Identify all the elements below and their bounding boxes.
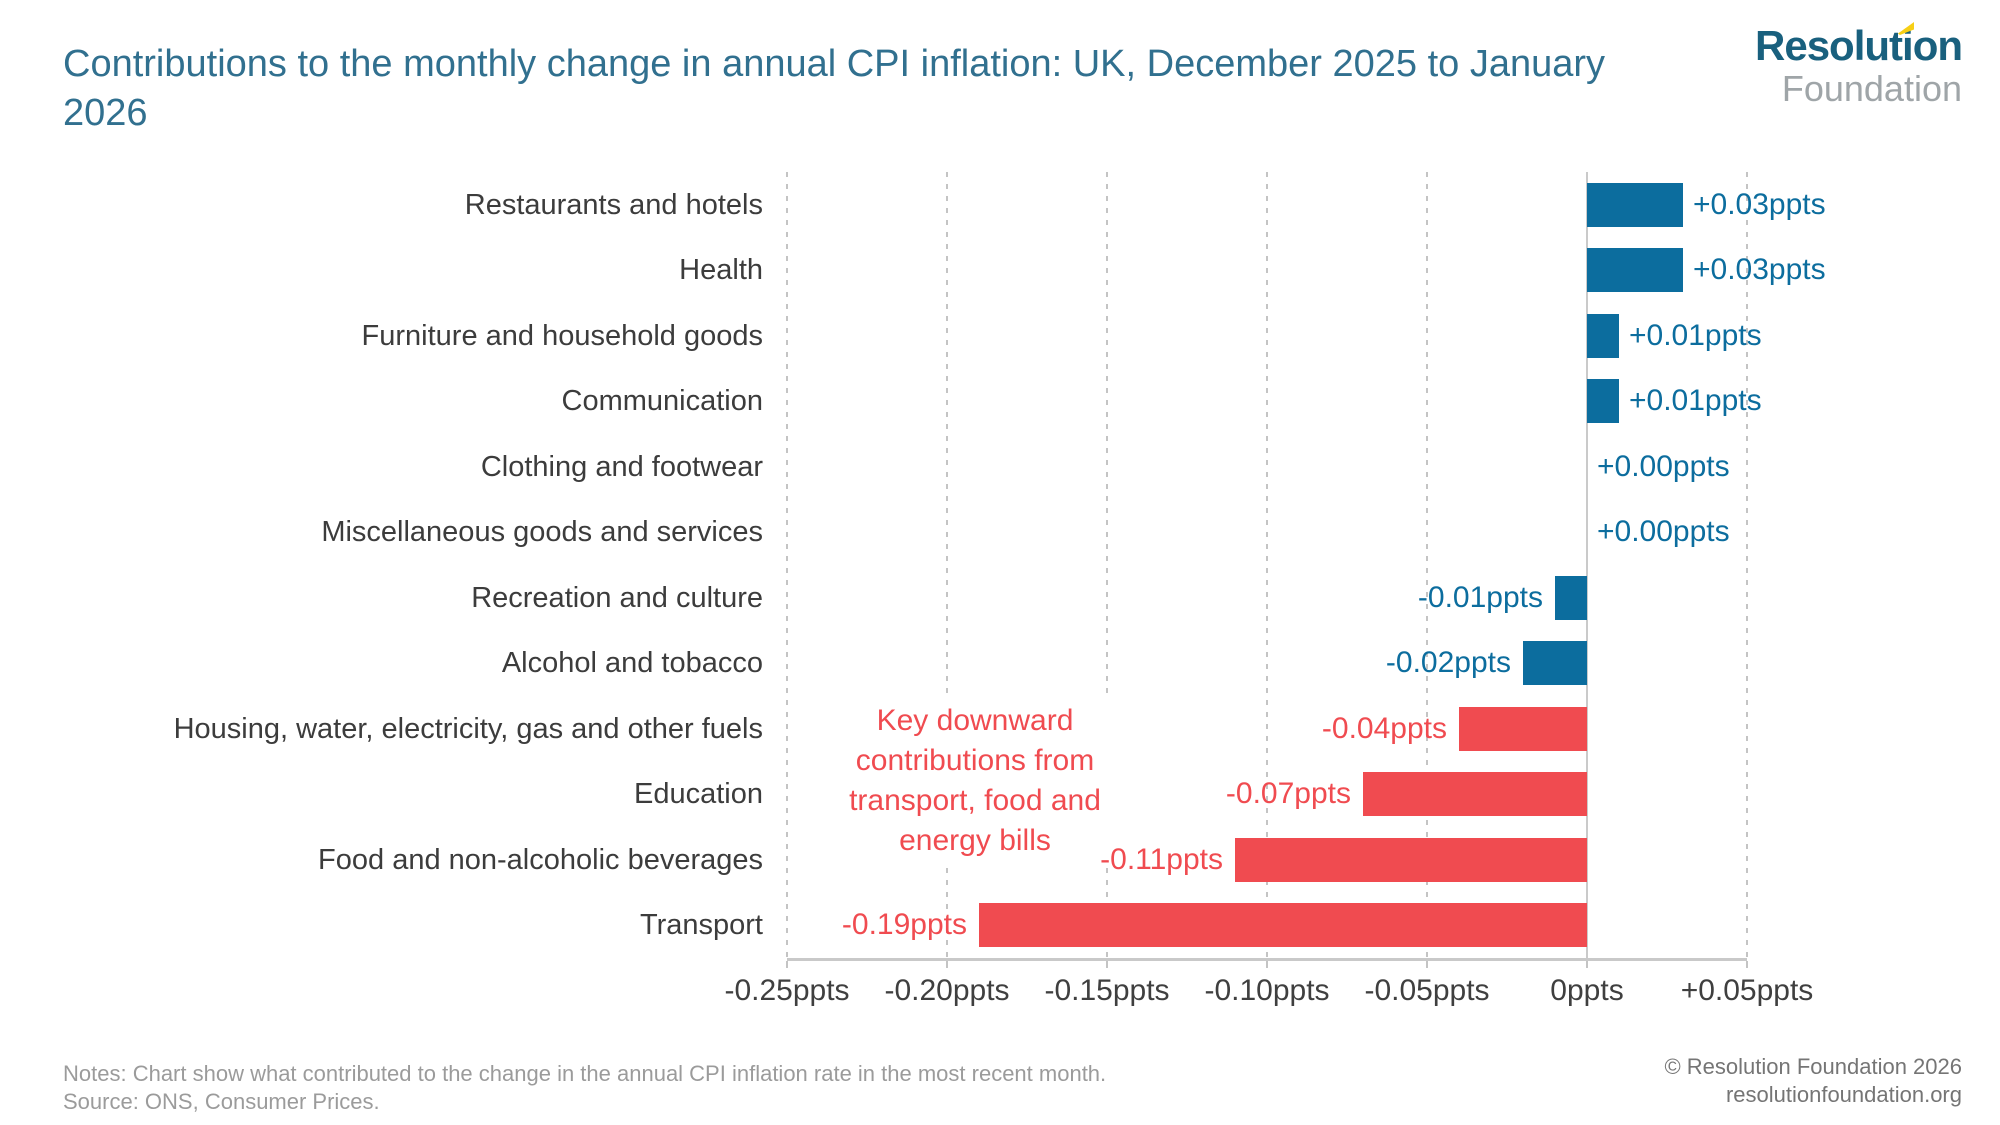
value-label: +0.03ppts [1693, 187, 1826, 221]
value-label: -0.19ppts [841, 908, 967, 942]
annotation-line: transport, food and [849, 784, 1101, 817]
footnotes: Notes: Chart show what contributed to th… [63, 1060, 1106, 1116]
x-axis-tick-label: -0.05ppts [1364, 974, 1490, 1007]
gridline [786, 172, 788, 958]
logo-text: Resolut [1755, 22, 1903, 69]
x-axis-tick-label: -0.25ppts [724, 974, 850, 1007]
gridline [946, 172, 948, 958]
category-label: Transport [639, 909, 763, 942]
chart-title: Contributions to the monthly change in a… [63, 43, 1606, 134]
copyright-block: © Resolution Foundation 2026 resolutionf… [1664, 1053, 1962, 1109]
value-label: -0.04ppts [1321, 711, 1447, 745]
category-label: Alcohol and tobacco [501, 647, 763, 680]
chart-bar [1363, 772, 1587, 817]
category-label: Recreation and culture [471, 581, 763, 614]
x-axis-line [787, 958, 1747, 961]
x-axis-tick-label: -0.15ppts [1044, 974, 1170, 1007]
chart-bar [1587, 379, 1619, 424]
logo-wordmark-resolution: Resolution [1755, 22, 1963, 69]
chart-annotation: Key downward contributions from transport,… [839, 699, 1111, 863]
axis-tick [1746, 961, 1748, 968]
x-axis-tick-label: -0.10ppts [1204, 974, 1330, 1007]
value-label: +0.00ppts [1597, 515, 1730, 549]
axis-tick [1266, 961, 1268, 968]
axis-tick [1426, 961, 1428, 968]
value-label: -0.07ppts [1225, 777, 1351, 811]
x-axis: -0.25ppts -0.20ppts -0.15ppts -0.10ppts -0.0… [724, 974, 1813, 1014]
value-label: -0.02ppts [1385, 646, 1511, 680]
chart-bar [1587, 182, 1683, 227]
category-label: Clothing and footwear [480, 450, 763, 483]
value-label: -0.01ppts [1417, 580, 1543, 614]
annotation-line: energy bills [899, 824, 1051, 857]
category-label: Housing, water, electricity, gas and oth… [173, 712, 763, 745]
category-label: Restaurants and hotels [464, 188, 763, 221]
x-axis-tick-label: +0.05ppts [1680, 974, 1814, 1007]
logo-yellow-accent-icon: i [1902, 22, 1914, 69]
x-axis-tick-label: 0ppts [1550, 974, 1624, 1007]
category-label: Education [634, 778, 763, 811]
gridline [1106, 172, 1108, 958]
website-line: resolutionfoundation.org [1725, 1082, 1962, 1107]
chart-bar [979, 903, 1587, 948]
category-label: Miscellaneous goods and services [321, 516, 763, 549]
plot-area: +0.03ppts +0.03ppts +0.01ppts +0.01ppts +0.0… [786, 172, 1826, 968]
axis-tick [1586, 961, 1588, 968]
chart-bar [1587, 248, 1683, 293]
category-label: Food and non-alcoholic beverages [318, 843, 763, 876]
chart-bar [1587, 313, 1619, 358]
value-label: +0.00ppts [1597, 449, 1730, 483]
category-axis: Restaurants and hotels Health Furniture an… [40, 172, 763, 958]
axis-tick [1106, 961, 1108, 968]
value-label: +0.03ppts [1693, 253, 1826, 287]
category-label: Furniture and household goods [361, 319, 763, 352]
value-label: +0.01ppts [1629, 318, 1762, 352]
chart-bar [1555, 575, 1587, 620]
axis-tick [786, 961, 788, 968]
annotation-line: Key downward [876, 704, 1074, 737]
chart-bar [1459, 706, 1587, 751]
value-label: +0.01ppts [1629, 384, 1762, 418]
notes-line: Notes: Chart show what contributed to th… [63, 1061, 1107, 1086]
zero-baseline [1586, 172, 1588, 958]
x-axis-tick-label: -0.20ppts [884, 974, 1010, 1007]
category-label: Health [679, 254, 763, 287]
chart-bar [1523, 641, 1587, 686]
chart-bar [1235, 837, 1587, 882]
axis-tick [946, 961, 948, 968]
copyright-line: © Resolution Foundation 2026 [1664, 1054, 1962, 1079]
logo-text: on [1912, 22, 1963, 69]
annotation-line: contributions from [855, 744, 1095, 777]
logo-wordmark-foundation: Foundation [1781, 68, 1962, 109]
gridline [1266, 172, 1268, 958]
gridline [1426, 172, 1428, 958]
source-line: Source: ONS, Consumer Prices. [63, 1089, 380, 1114]
gridline [1746, 172, 1748, 958]
category-label: Communication [561, 385, 763, 418]
value-label: -0.11ppts [1100, 842, 1223, 876]
resolution-foundation-logo: Resolution Foundation [1755, 22, 1963, 109]
